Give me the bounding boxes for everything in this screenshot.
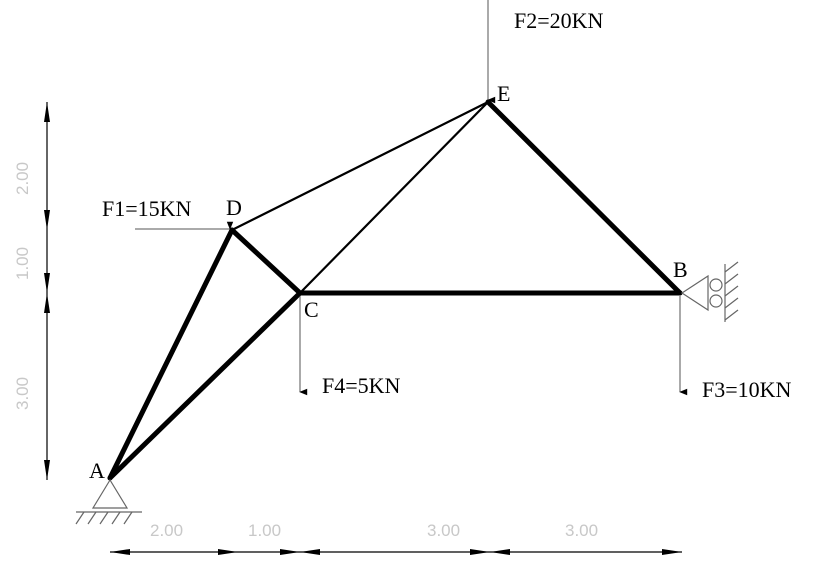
member-ad [107,227,235,481]
load-label-f3: F3=10KN [702,377,792,402]
truss-members [107,99,683,481]
dim-h-label-3: 3.00 [427,521,460,540]
loads [135,0,688,396]
support-b-roller [680,261,739,322]
dim-v-label-1: 2.00 [13,162,32,195]
load-label-f4: F4=5KN [322,373,401,398]
dim-h-label-2: 1.00 [248,521,281,540]
dim-v-label-2: 1.00 [13,247,32,280]
member-de [230,100,490,232]
node-label-b: B [673,257,688,282]
node-label-c: C [304,297,319,322]
member-ce [298,100,490,295]
load-labels: F2=20KN F1=15KN F4=5KN F3=10KN [102,8,792,402]
node-label-a: A [89,458,105,483]
dim-h-label-1: 2.00 [150,521,183,540]
node-labels: A B C D E [89,81,688,483]
node-label-e: E [497,81,510,106]
load-label-f2: F2=20KN [514,8,604,33]
load-label-f1: F1=15KN [102,196,192,221]
dim-v-label-3: 3.00 [13,377,32,410]
support-a-pinned [75,478,142,525]
node-label-d: D [226,195,242,220]
member-eb [485,99,683,296]
dim-h-label-4: 3.00 [565,521,598,540]
vertical-dimensions: 2.00 1.00 3.00 [13,102,50,480]
member-ac [107,290,303,481]
member-dc [229,227,303,296]
horizontal-dimensions: 2.00 1.00 3.00 3.00 [110,521,682,555]
